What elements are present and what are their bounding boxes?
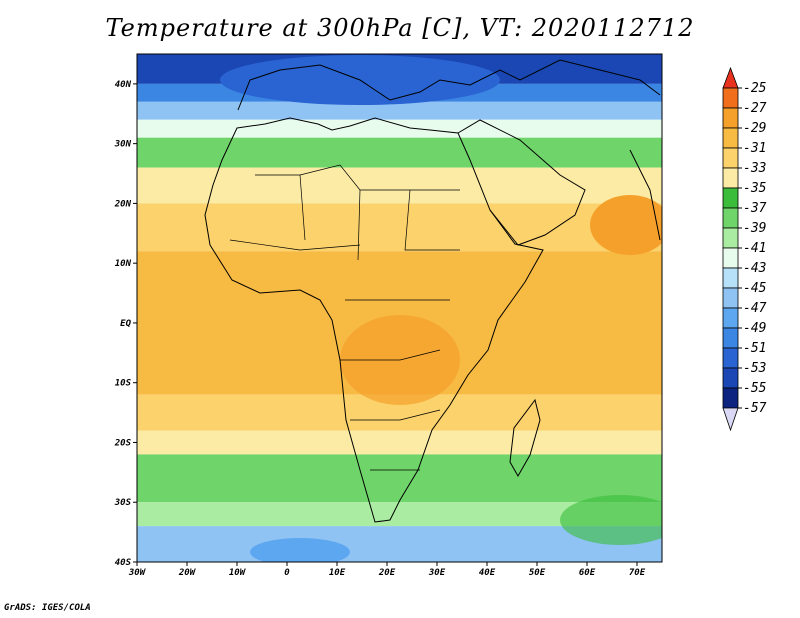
lon-tick-label: 70E — [629, 568, 646, 578]
field-bands — [137, 54, 662, 562]
arabia-coastline — [457, 119, 586, 246]
colorbar-segment — [722, 187, 739, 209]
colorbar-label: -27 — [743, 101, 767, 116]
colorbar-label: -33 — [743, 161, 766, 176]
colorbar-label: -39 — [743, 221, 766, 236]
india-coastline — [629, 149, 661, 241]
lat-tick-label: 20N — [114, 199, 132, 209]
lon-tick-label: 20W — [178, 568, 197, 578]
colorbar-segment — [722, 207, 739, 229]
field-band — [137, 454, 662, 503]
lon-tick-label: 0 — [284, 568, 290, 578]
colorbar-label: -31 — [743, 141, 766, 156]
colorbar-segment — [722, 267, 739, 289]
lat-tick-label: 20S — [114, 438, 132, 448]
colorbar-segment — [722, 167, 739, 189]
grads-credit: GrADS: IGES/COLA — [4, 603, 91, 613]
colorbar-bottom-arrow — [722, 407, 739, 432]
colorbar-label: -51 — [743, 341, 766, 356]
cold-patch-south-atlantic — [250, 538, 350, 562]
longitude-axis: 30W 20W 10W 0 10E 20E 30E 40E 50E 60E 70E — [128, 562, 646, 578]
coastlines-and-borders — [204, 59, 661, 523]
colorbar-label: -35 — [743, 181, 767, 196]
colorbar-label: -43 — [743, 261, 766, 276]
colorbar-segment — [722, 307, 739, 329]
lat-tick-label: EQ — [120, 319, 131, 329]
lat-tick-label: 30N — [114, 140, 132, 150]
colorbar-label: -25 — [743, 81, 767, 96]
lon-tick-label: 60E — [579, 568, 596, 578]
field-band — [137, 101, 662, 120]
lon-tick-label: 30W — [128, 568, 147, 578]
field-band — [137, 137, 662, 168]
colorbar-segment — [722, 387, 739, 409]
country-borders — [229, 164, 460, 471]
africa-coastline — [204, 117, 544, 523]
colorbar-segment — [722, 227, 739, 249]
colorbar-segment — [722, 287, 739, 309]
latitude-axis: 40N 30N 20N 10N EQ 10S 20S 30S 40S — [114, 80, 137, 568]
colorbar-segment — [722, 367, 739, 389]
lon-tick-label: 10W — [229, 568, 247, 578]
colorbar-segment — [722, 347, 739, 369]
lat-tick-label: 40S — [115, 558, 132, 568]
colorbar-top-arrow — [722, 66, 739, 89]
lat-tick-label: 10S — [115, 379, 132, 389]
green-patch-south-indian — [560, 495, 662, 545]
colorbar-label: -37 — [743, 201, 767, 216]
lat-tick-label: 40N — [115, 80, 132, 90]
map-frame — [136, 53, 663, 563]
colorbar-label: -57 — [743, 401, 767, 416]
colorbar-segment — [722, 147, 739, 169]
colorbar-segment — [722, 327, 739, 349]
colorbar-segment — [722, 247, 739, 269]
lat-tick-label: 30S — [114, 498, 132, 508]
lon-tick-label: 30E — [428, 568, 446, 578]
colorbar-label: -47 — [743, 301, 767, 316]
colorbar-label: -29 — [743, 121, 766, 136]
lon-tick-label: 50E — [529, 568, 546, 578]
colorbar-label: -55 — [743, 381, 767, 396]
lon-tick-label: 10E — [329, 568, 346, 578]
lat-tick-label: 10N — [115, 259, 132, 269]
lon-tick-label: 20E — [378, 568, 396, 578]
colorbar-segment — [722, 107, 739, 129]
madagascar-coastline — [509, 398, 541, 478]
map-title: Temperature at 300hPa [C], VT: 202011271… — [105, 14, 695, 42]
colorbar-segment — [722, 87, 739, 109]
field-band — [137, 502, 662, 527]
lon-tick-label: 40E — [479, 568, 496, 578]
field-band — [137, 167, 662, 204]
temperature-field — [137, 54, 662, 562]
warm-patch-arabian-sea — [590, 195, 662, 255]
colorbar-label: -53 — [743, 361, 766, 376]
field-band — [137, 119, 662, 138]
europe-coastline — [237, 59, 661, 111]
colorbar-segment — [722, 127, 739, 149]
colorbar-label: -41 — [743, 241, 766, 256]
field-band — [137, 203, 662, 252]
colorbar-label: -49 — [743, 321, 766, 336]
field-band — [137, 430, 662, 455]
colorbar-label: -45 — [743, 281, 767, 296]
colorbar: -25 -27 -29 -31 -33 -35 -37 -39 -41 -43 -45 -47 -49 -… — [722, 66, 767, 432]
